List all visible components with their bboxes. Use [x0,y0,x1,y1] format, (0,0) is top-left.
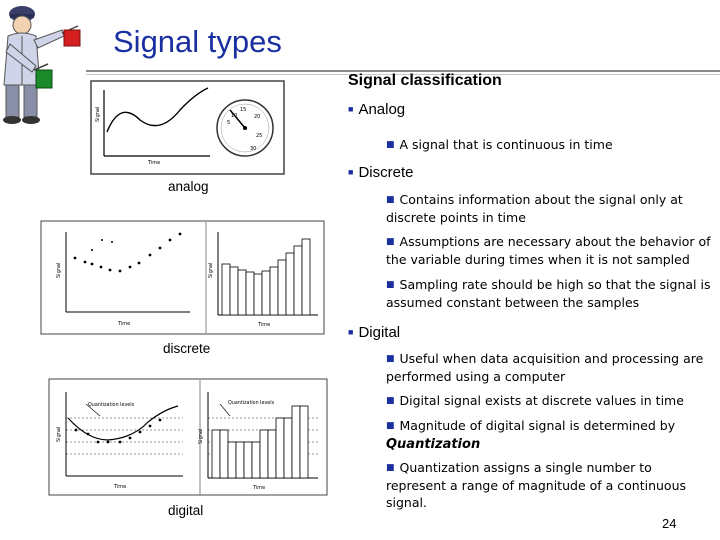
slide-title: Signal types [113,24,282,59]
analog-signal-figure: Signal Time 15 20 25 30 5 10 [90,80,285,175]
bullet-digital-4: ■ Quantization assigns a single number to… [386,459,706,511]
gauge-icon: 15 20 25 30 5 10 [216,99,274,157]
digital-left-ylabel: Signal [56,427,62,442]
discrete-left-xlabel: Time [117,321,130,327]
bullet-marker-icon: ■ [386,237,395,247]
bullet-marker-icon: ■ [348,104,354,114]
analog-curve [106,87,209,133]
bullet-marker-icon: ■ [386,140,395,150]
sampled-points-plot: Signal Time [56,232,190,327]
discrete-signal-figure: Signal Time Signal Time [40,220,325,335]
bullet-marker-icon: ■ [386,396,395,406]
digital-right-annotation: Quantization levels [228,400,275,406]
digital-right-xlabel: Time [252,485,265,491]
digital-left-annotation: Quantization levels [88,402,135,408]
bullet-marker-icon: ■ [348,327,354,337]
discrete-right-xlabel: Time [257,322,270,328]
sample-hold-bars-plot: Signal Time [208,232,318,328]
discrete-left-ylabel: Signal [56,263,62,278]
analog-xlabel: Time [147,160,160,166]
digital-left-xlabel: Time [113,484,126,490]
bullet-discrete-text: Discrete [358,164,414,181]
bullet-discrete-3-text: Sampling rate should be high so that the… [386,277,711,310]
svg-text:10: 10 [231,113,237,119]
analog-caption: analog [168,179,209,194]
bullet-digital-3-text: Magnitude of digital signal is determine… [399,418,676,433]
bullet-digital-text: Digital [358,324,401,341]
bullet-analog: ■ Analog [348,101,405,118]
title-divider-shadow [86,74,720,75]
bullet-marker-icon: ■ [348,167,354,177]
digital-signal-figure: Quantization levels Signal Time Quantiza… [48,378,328,496]
svg-text:5: 5 [227,120,230,126]
bullet-digital-1-text: Useful when data acquisition and process… [386,351,704,384]
quantization-emphasis: Quantization [386,437,481,452]
svg-text:20: 20 [254,114,260,120]
discrete-caption: discrete [163,341,211,356]
quantization-levels-pointer [85,403,101,417]
digital-caption: digital [168,503,204,518]
svg-text:25: 25 [256,133,262,139]
bullet-analog-def-text: A signal that is continuous in time [399,137,613,152]
flag-mascot-illustration [3,6,81,124]
bullet-marker-icon: ■ [386,463,395,473]
mascot-figure [3,6,65,124]
discrete-right-ylabel: Signal [208,263,214,278]
green-flag-icon [33,63,53,89]
bullet-discrete: ■ Discrete [348,164,413,181]
bullet-marker-icon: ■ [386,354,395,364]
bullet-digital-2: ■ Digital signal exists at discrete value… [386,392,711,410]
quantization-levels-pointer-right [219,403,231,417]
bullet-discrete-1-text: Contains information about the signal on… [386,192,683,225]
digital-right-ylabel: Signal [198,429,204,444]
bullet-digital-4-text: Quantization assigns a single number to … [386,460,687,510]
bullet-discrete-2: ■ Assumptions are necessary about the beh… [386,233,711,268]
bullet-digital-2-text: Digital signal exists at discrete values… [399,393,684,408]
analog-ylabel: Signal [95,107,101,122]
bullet-analog-text: Analog [358,101,406,118]
bullet-marker-icon: ■ [386,421,395,431]
bullet-discrete-1: ■ Contains information about the signal o… [386,191,706,226]
svg-text:15: 15 [240,107,246,113]
bullet-digital-3: ■ Magnitude of digital signal is determin… [386,417,711,453]
bullet-marker-icon: ■ [386,195,395,205]
bullet-analog-def: ■ A signal that is continuous in time [386,136,706,154]
title-divider [86,70,720,72]
page-number: 24 [662,516,677,531]
red-flag-icon [61,25,81,47]
quantized-samples-plot: Quantization levels Signal Time [56,392,183,490]
bullet-digital-1: ■ Useful when data acquisition and proces… [386,350,711,385]
bullet-digital: ■ Digital [348,324,400,341]
section-heading: Signal classification [348,72,502,89]
bullet-discrete-3: ■ Sampling rate should be high so that th… [386,276,711,311]
quantized-bars-plot: Quantization levels Signal Time [198,392,318,491]
bullet-marker-icon: ■ [386,280,395,290]
bullet-discrete-2-text: Assumptions are necessary about the beha… [386,234,711,267]
svg-text:30: 30 [250,146,256,152]
